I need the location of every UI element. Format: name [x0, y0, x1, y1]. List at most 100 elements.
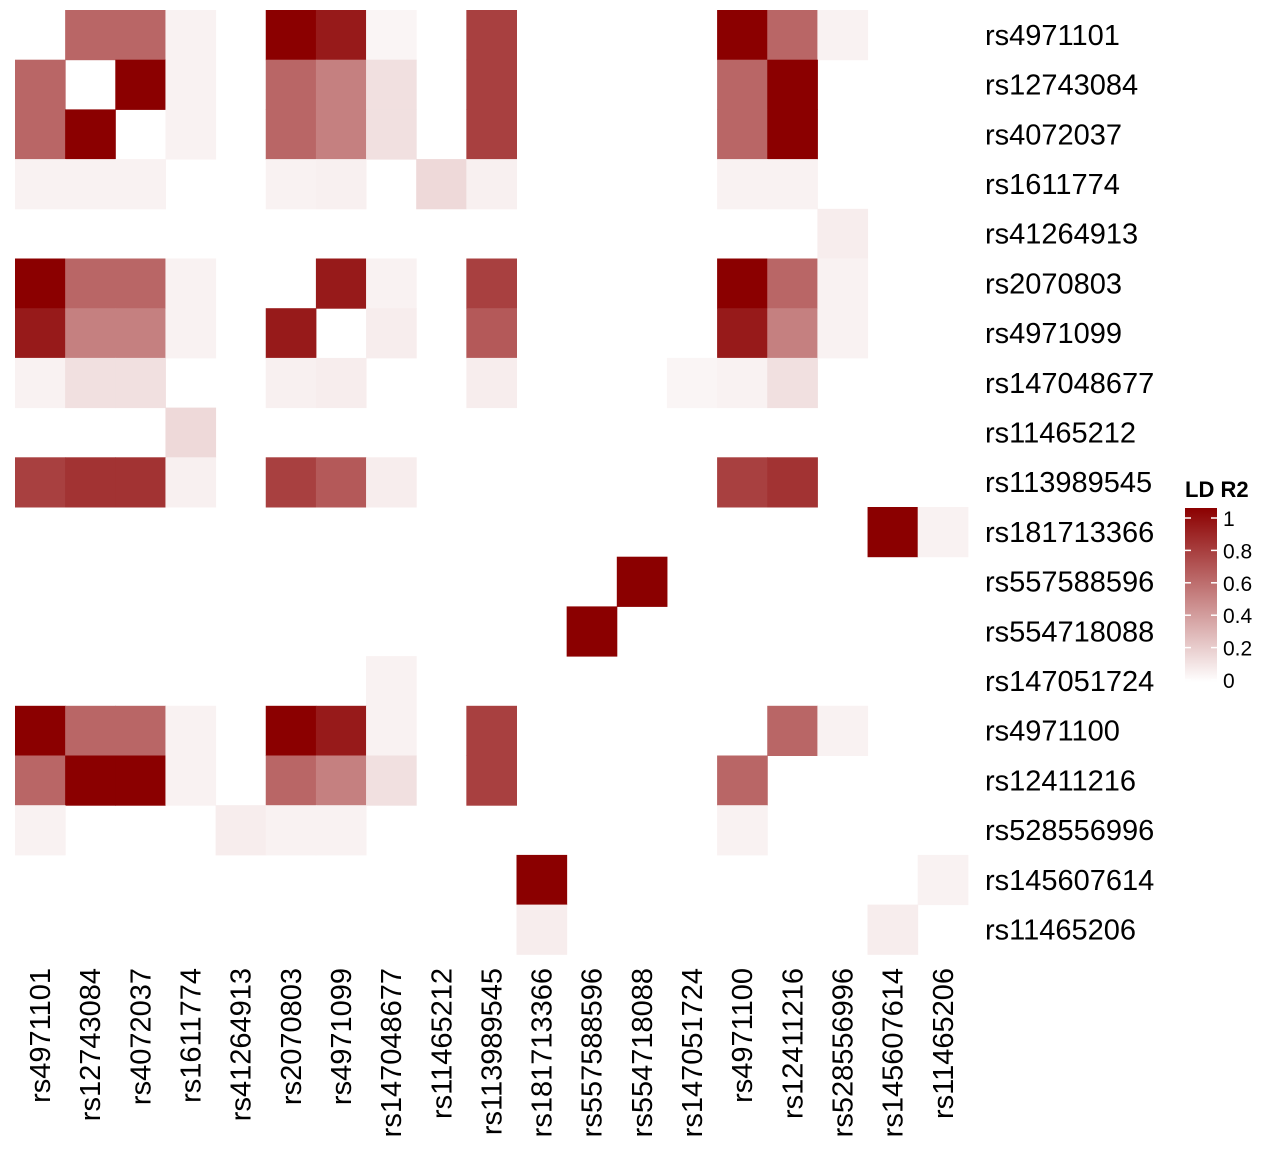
- heatmap-cell: [15, 258, 66, 309]
- heatmap-cell: [15, 159, 66, 210]
- heatmap-cell: [165, 59, 217, 110]
- heatmap-cell: [767, 109, 818, 160]
- heatmap-cell: [165, 457, 217, 508]
- heatmap-cell: [466, 159, 517, 210]
- heatmap-cell: [65, 705, 116, 756]
- heatmap-cell: [65, 457, 116, 508]
- heatmap-cell: [15, 308, 66, 359]
- heatmap-cell: [15, 59, 66, 110]
- heatmap-cell: [817, 10, 869, 61]
- heatmap-cell: [15, 705, 66, 756]
- legend-title: LD R2: [1185, 477, 1249, 502]
- row-label: rs41264913: [985, 219, 1138, 251]
- heatmap-cell: [315, 59, 367, 110]
- column-label: rs11465212: [426, 968, 458, 1119]
- color-legend: LD R2 0 0.2 0.4 0.6 0.8 1: [1185, 477, 1253, 693]
- heatmap-cell: [165, 10, 217, 61]
- row-label: rs4971101: [985, 20, 1120, 52]
- row-label: rs11465206: [985, 914, 1136, 946]
- heatmap-cell: [917, 854, 969, 906]
- heatmap-cell: [115, 457, 166, 508]
- heatmap-cell: [366, 705, 417, 756]
- heatmap-cell: [466, 755, 517, 806]
- heatmap-cell: [767, 357, 818, 409]
- column-label: rs11465206: [928, 968, 960, 1119]
- heatmap-cell: [566, 606, 618, 657]
- heatmap-cell: [315, 10, 367, 61]
- column-label: rs181713366: [527, 968, 559, 1137]
- heatmap-cell: [115, 258, 166, 309]
- heatmap-cell: [366, 457, 417, 508]
- column-label: rs12743084: [75, 968, 107, 1121]
- heatmap-cell: [115, 10, 166, 61]
- heatmap-cell: [265, 357, 317, 409]
- heatmap-cell: [717, 755, 768, 806]
- heatmap-cell: [717, 258, 768, 309]
- legend-tick-label: 1: [1223, 508, 1235, 531]
- heatmap-cell: [717, 357, 768, 409]
- heatmap-cell: [65, 755, 116, 806]
- heatmap-cell: [315, 109, 367, 160]
- heatmap-cell: [165, 705, 217, 756]
- heatmap-cell: [366, 308, 417, 359]
- row-label: rs2070803: [985, 268, 1122, 300]
- heatmap-cell: [115, 705, 166, 756]
- heatmap-cell: [817, 208, 869, 259]
- row-label: rs4971100: [985, 716, 1120, 748]
- heatmap-cell: [315, 159, 367, 210]
- heatmap-cell: [265, 159, 317, 210]
- row-label: rs181713366: [985, 517, 1154, 549]
- heatmap-cell: [115, 755, 166, 806]
- column-label: rs557588596: [577, 968, 609, 1137]
- column-label: rs4971099: [326, 968, 358, 1105]
- heatmap-cell: [466, 59, 517, 110]
- column-label: rs2070803: [276, 968, 308, 1105]
- column-label: rs4971101: [25, 968, 57, 1103]
- heatmap-cell: [366, 59, 417, 110]
- heatmap-cell: [265, 457, 317, 508]
- heatmap-cell: [265, 308, 317, 359]
- row-label: rs147051724: [985, 666, 1154, 698]
- column-label: rs41264913: [226, 968, 258, 1121]
- heatmap-cell: [466, 308, 517, 359]
- heatmap-cell: [366, 10, 417, 61]
- row-label: rs528556996: [985, 815, 1154, 847]
- heatmap-cell: [416, 159, 467, 210]
- heatmap-cell: [767, 159, 818, 210]
- legend-tick-label: 0: [1223, 670, 1235, 693]
- heatmap-cell: [65, 159, 116, 210]
- column-labels: rs4971101 rs12743084 rs4072037 rs1611774 rs4…: [25, 968, 960, 1137]
- heatmap-cell: [366, 755, 417, 806]
- column-label: rs1611774: [176, 968, 208, 1103]
- column-label: rs4072037: [125, 968, 157, 1105]
- heatmap-cell: [767, 705, 818, 756]
- heatmap-cell: [165, 308, 217, 359]
- heatmap-cell: [165, 258, 217, 309]
- heatmap-cell: [315, 258, 367, 309]
- heatmap-cell: [115, 159, 166, 210]
- row-label: rs1611774: [985, 169, 1120, 201]
- heatmap-cell: [315, 705, 367, 756]
- column-label: rs528556996: [827, 968, 859, 1137]
- heatmap-cell: [917, 507, 969, 558]
- heatmap-cell: [115, 308, 166, 359]
- heatmap-cell: [867, 904, 919, 955]
- heatmap-cell: [265, 10, 317, 61]
- heatmap-cell: [115, 59, 166, 110]
- heatmap-cell: [717, 805, 768, 856]
- heatmap-cell: [315, 457, 367, 508]
- heatmap-cell: [817, 705, 869, 756]
- heatmap-cell: [265, 109, 317, 160]
- heatmap-cell: [115, 357, 166, 409]
- heatmap-cell: [265, 59, 317, 110]
- row-label: rs145607614: [985, 865, 1154, 897]
- legend-tick-label: 0.6: [1223, 573, 1252, 596]
- row-label: rs557588596: [985, 567, 1154, 599]
- heatmap-cell: [65, 357, 116, 409]
- heatmap-cell: [717, 159, 768, 210]
- heatmap-cell: [15, 357, 66, 409]
- heatmap-cell: [767, 457, 818, 508]
- row-labels: rs4971101 rs12743084 rs4072037 rs1611774 rs4…: [985, 20, 1154, 947]
- heatmap-cell: [717, 59, 768, 110]
